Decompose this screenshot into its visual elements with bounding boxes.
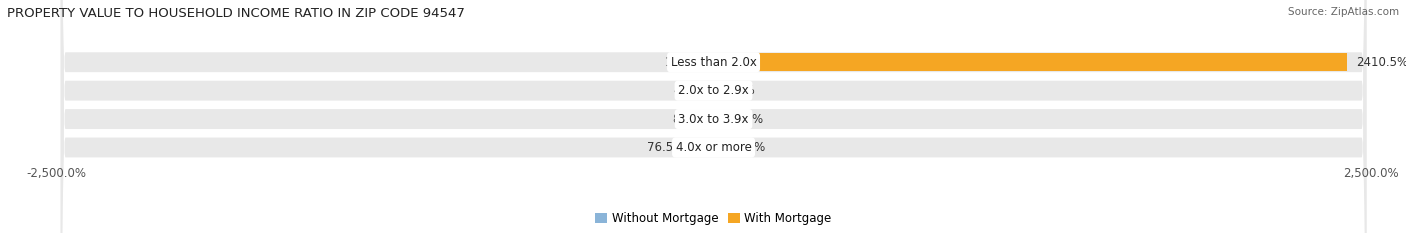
Text: Less than 2.0x: Less than 2.0x [671,56,756,69]
Text: 2.0x to 2.9x: 2.0x to 2.9x [678,84,749,97]
Text: PROPERTY VALUE TO HOUSEHOLD INCOME RATIO IN ZIP CODE 94547: PROPERTY VALUE TO HOUSEHOLD INCOME RATIO… [7,7,465,20]
Text: 7.0%: 7.0% [724,84,755,97]
Text: 8.8%: 8.8% [672,113,702,126]
Bar [711,110,713,128]
FancyBboxPatch shape [60,0,1367,233]
Text: 4.7%: 4.7% [673,84,703,97]
Text: 76.5%: 76.5% [647,141,685,154]
FancyBboxPatch shape [60,0,1367,233]
Text: 10.1%: 10.1% [665,56,702,69]
Bar [711,53,713,71]
Text: 2410.5%: 2410.5% [1357,56,1406,69]
Bar [713,82,716,99]
Bar [713,110,717,128]
FancyBboxPatch shape [60,0,1367,233]
Bar [693,139,713,156]
Text: 21.5%: 21.5% [728,141,766,154]
Text: Source: ZipAtlas.com: Source: ZipAtlas.com [1288,7,1399,17]
Bar [713,139,720,156]
Legend: Without Mortgage, With Mortgage: Without Mortgage, With Mortgage [591,207,837,230]
Text: 3.0x to 3.9x: 3.0x to 3.9x [678,113,749,126]
Text: 13.3%: 13.3% [727,113,763,126]
Bar [713,53,1347,71]
FancyBboxPatch shape [60,0,1367,233]
Text: 4.0x or more: 4.0x or more [676,141,751,154]
